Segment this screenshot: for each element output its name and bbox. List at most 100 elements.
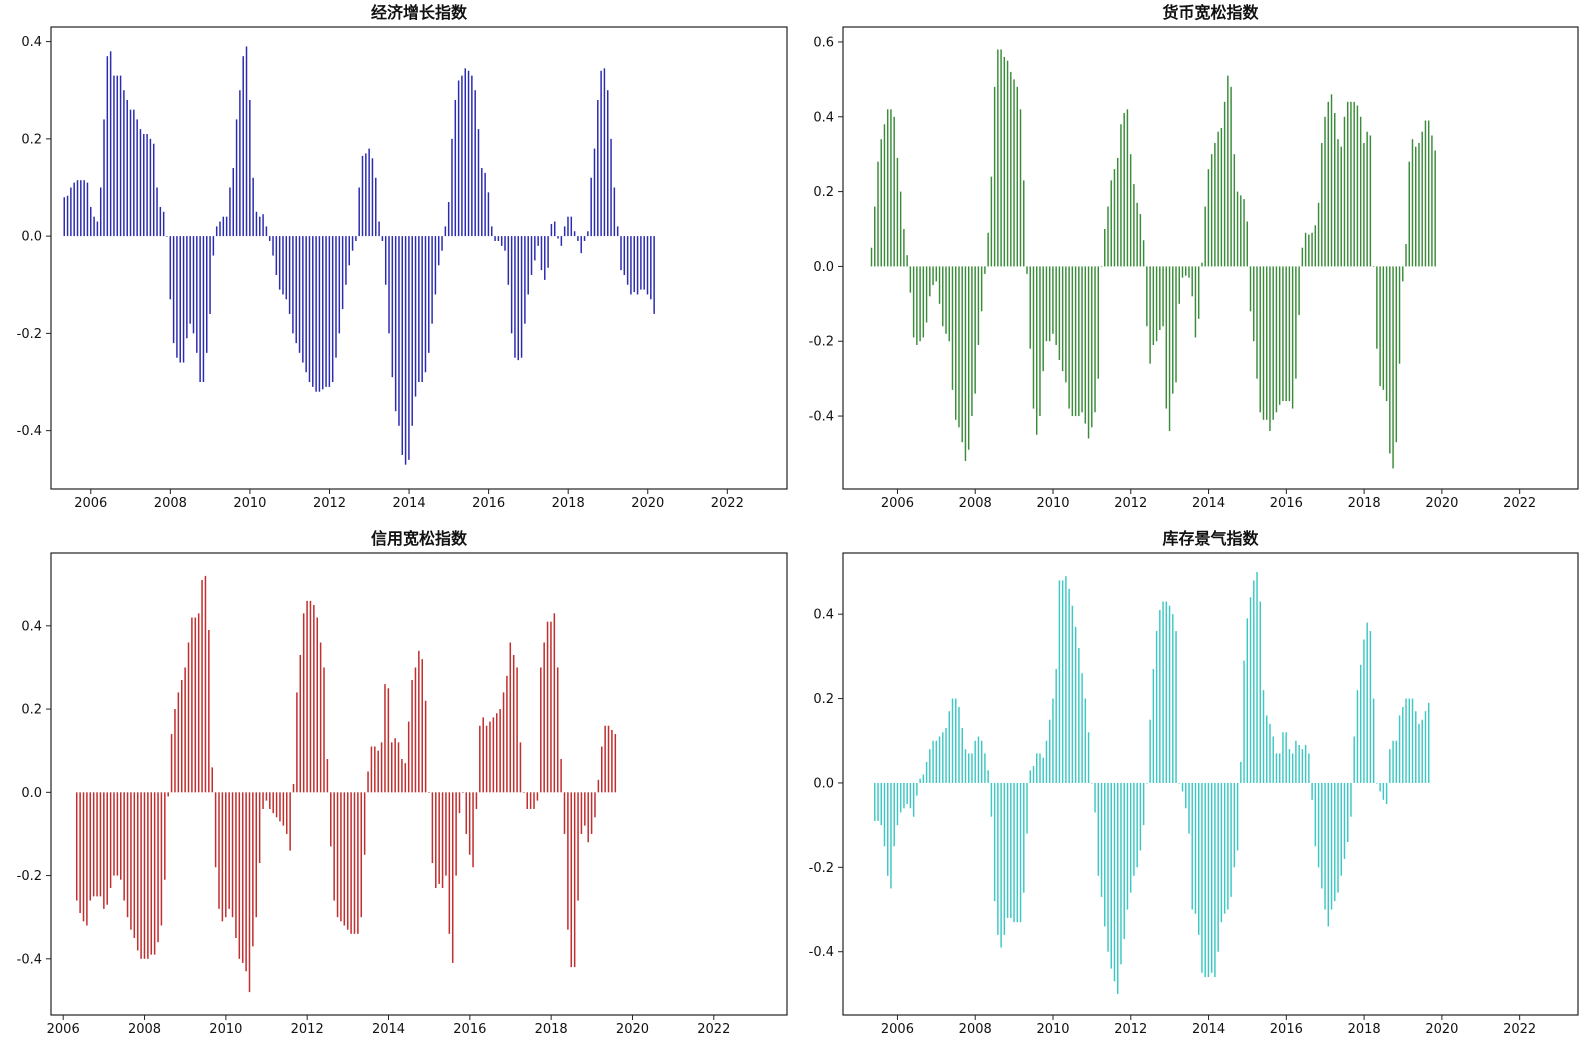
x-tick-label: 2016	[453, 1022, 486, 1037]
bar	[126, 792, 129, 918]
bar	[1136, 202, 1138, 267]
bar	[1424, 711, 1427, 783]
bar	[1392, 266, 1394, 469]
bar	[1343, 782, 1346, 859]
bar	[212, 236, 215, 256]
bar	[942, 732, 944, 783]
bar	[945, 266, 947, 334]
bar	[630, 236, 632, 295]
bar	[553, 613, 556, 793]
bar	[1337, 139, 1339, 267]
bar	[1249, 266, 1252, 312]
x-tick-label: 2014	[1192, 1022, 1225, 1037]
bar	[1052, 266, 1054, 334]
bar	[1023, 180, 1025, 267]
axes-frame	[842, 26, 1579, 490]
y-tick-label: 0.2	[21, 132, 42, 147]
bar	[570, 216, 573, 237]
bar	[977, 736, 980, 783]
bar	[129, 109, 132, 237]
bar	[980, 266, 983, 312]
bar	[401, 759, 403, 793]
bar	[275, 236, 278, 276]
bar	[909, 266, 912, 293]
bar	[1314, 225, 1317, 267]
bar	[903, 229, 905, 267]
bar	[604, 725, 606, 793]
bar	[1094, 266, 1096, 413]
bar	[1058, 266, 1061, 360]
bar	[938, 736, 941, 783]
bar	[507, 236, 510, 285]
bar	[408, 236, 410, 460]
bar	[573, 792, 576, 968]
bar	[912, 782, 915, 817]
bar	[1136, 782, 1138, 868]
bar	[1142, 782, 1145, 826]
bar	[1152, 669, 1155, 783]
bar	[397, 742, 400, 793]
bar	[510, 236, 513, 334]
bar	[1042, 266, 1044, 372]
bar	[870, 247, 873, 267]
bar	[477, 129, 480, 237]
bar	[1311, 232, 1313, 267]
bar	[1256, 266, 1258, 379]
bar	[229, 187, 231, 237]
bar	[964, 266, 967, 461]
bar	[345, 236, 347, 285]
bar	[1408, 698, 1411, 783]
bar	[893, 782, 895, 847]
bar	[1071, 605, 1074, 783]
bar	[160, 792, 163, 926]
bar	[1385, 782, 1388, 805]
bar	[187, 642, 190, 793]
bar	[1110, 180, 1112, 267]
bar	[1032, 766, 1035, 783]
bar	[993, 782, 996, 902]
bar	[1340, 146, 1342, 267]
bar	[560, 236, 563, 246]
bar	[909, 782, 912, 809]
bar	[394, 738, 396, 793]
bar	[330, 792, 332, 847]
bar	[86, 792, 88, 926]
bar	[177, 692, 180, 793]
y-tick-label: 0.4	[21, 619, 42, 634]
bar	[123, 90, 125, 237]
bar	[357, 792, 359, 934]
bar	[79, 792, 81, 914]
bar	[1214, 142, 1216, 267]
bar	[451, 792, 454, 963]
bar	[1227, 782, 1229, 910]
bar	[958, 707, 960, 783]
bar	[951, 698, 954, 783]
bar	[1298, 266, 1300, 316]
bar	[526, 792, 528, 809]
bar	[1427, 120, 1430, 267]
bar	[197, 613, 200, 793]
bar	[363, 792, 366, 855]
bar	[191, 617, 193, 793]
x-tick-label: 2006	[881, 496, 914, 511]
bar	[252, 792, 254, 947]
bar	[1272, 266, 1274, 420]
bar	[1178, 782, 1181, 784]
bar	[1139, 782, 1142, 851]
bar	[1120, 782, 1122, 965]
bar	[282, 236, 284, 295]
bar	[550, 621, 552, 793]
bar	[1091, 782, 1093, 784]
bar	[1065, 266, 1067, 383]
bar	[544, 236, 546, 280]
bar	[414, 236, 417, 397]
bar	[1262, 266, 1265, 420]
bar	[1029, 770, 1031, 783]
bar	[1081, 673, 1083, 783]
bar	[990, 176, 993, 267]
bar	[1000, 782, 1002, 948]
bar	[475, 792, 478, 809]
bar	[278, 236, 281, 290]
bar	[1194, 782, 1197, 914]
bar	[431, 792, 434, 864]
